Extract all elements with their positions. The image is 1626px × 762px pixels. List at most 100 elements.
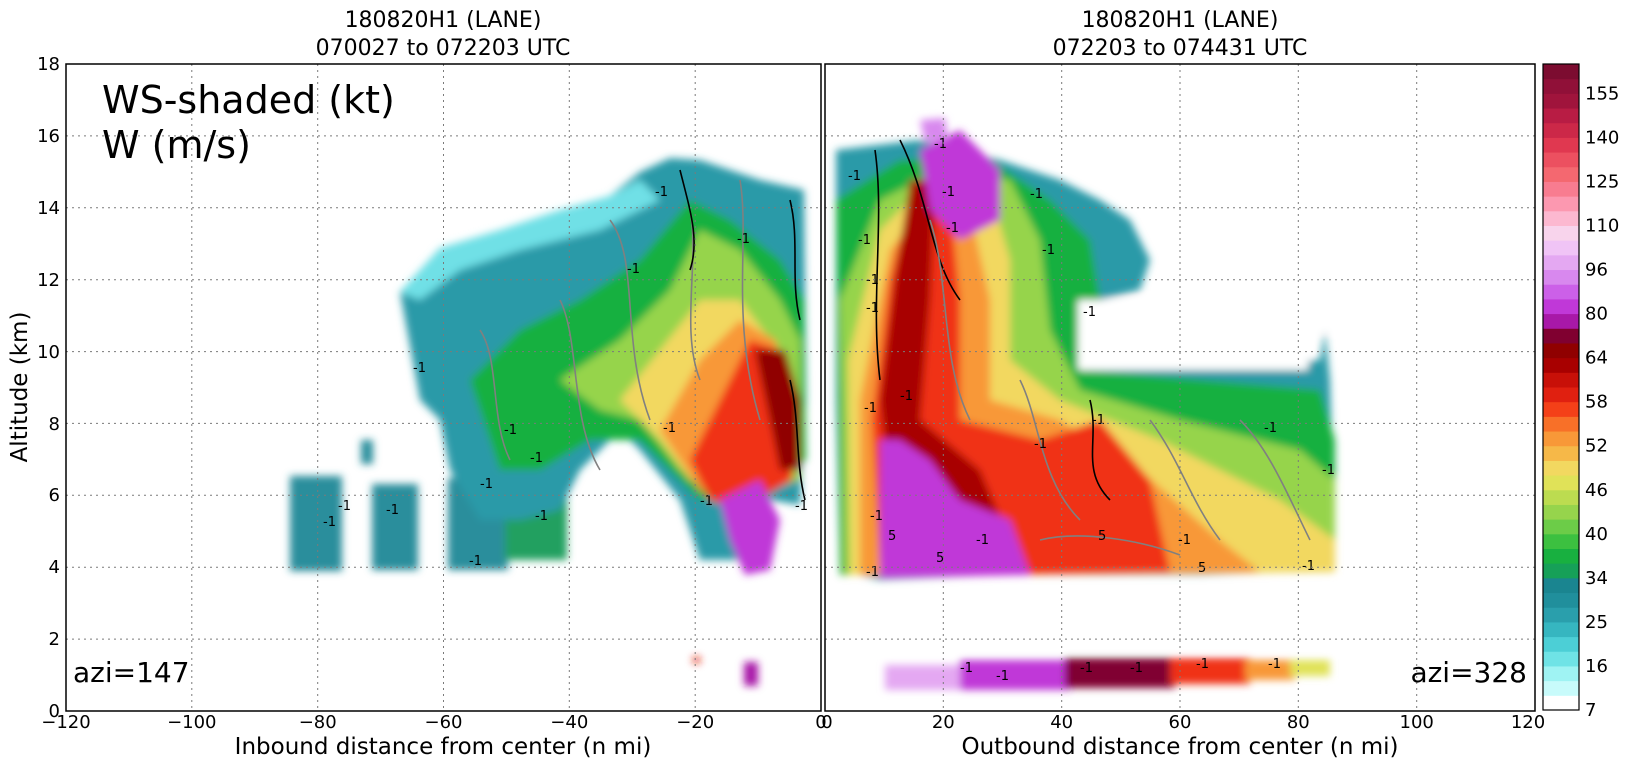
right-contour-label: -1 xyxy=(1196,657,1209,672)
y-tick-label: 2 xyxy=(49,629,60,650)
left-echo-purple xyxy=(720,480,780,575)
right-contour-label: -1 xyxy=(1322,463,1335,478)
left-contour xyxy=(559,299,601,471)
left-panel: 180820H1 (LANE) 070027 to 072203 UTC xyxy=(7,8,827,760)
right-contour-label: 5 xyxy=(888,529,896,544)
right-contour-label: -1 xyxy=(1178,533,1191,548)
colorbar-swatch xyxy=(1543,636,1579,652)
right-contours xyxy=(874,139,1311,556)
right-contour-label: -1 xyxy=(866,301,879,316)
left-title-line2: 070027 to 072203 UTC xyxy=(316,36,571,61)
colorbar-tick-label: 16 xyxy=(1585,656,1608,677)
right-contour-label: -1 xyxy=(864,401,877,416)
right-contour-label: -1 xyxy=(866,273,879,288)
colorbar-frame xyxy=(1542,63,1580,711)
right-x-tick-label: 20 xyxy=(932,712,955,733)
colorbar-swatch xyxy=(1543,431,1579,447)
right-contour xyxy=(899,139,961,301)
y-tick-label: 6 xyxy=(49,485,60,506)
colorbar-swatch xyxy=(1543,64,1579,80)
colorbar-tick-label: 58 xyxy=(1585,392,1608,413)
right-azimuth-label: azi=328 xyxy=(1410,656,1527,689)
left-annotation-line2: W (m/s) xyxy=(102,123,251,167)
left-title-line1: 180820H1 (LANE) xyxy=(345,8,542,33)
right-contour-label: -1 xyxy=(1264,421,1277,436)
colorbar-swatch xyxy=(1543,93,1579,109)
right-title-line1: 180820H1 (LANE) xyxy=(1082,8,1279,33)
left-contour-label: -1 xyxy=(795,499,808,514)
colorbar-swatch xyxy=(1543,548,1579,564)
left-contour-label: -1 xyxy=(469,554,482,569)
colorbar-tick-label: 64 xyxy=(1585,348,1608,369)
right-gap xyxy=(1308,300,1338,330)
colorbar-swatch xyxy=(1543,651,1579,667)
left-contour-label: -1 xyxy=(663,421,676,436)
left-plot-area: -1 -1 -1 -1 -1 -1 -1 -1 -1 -1 -1 -1 -1 -… xyxy=(66,64,821,711)
left-y-ticks: 0 2 4 6 8 10 12 14 16 18 xyxy=(37,54,60,722)
left-cell xyxy=(693,657,700,663)
right-contour-label: -1 xyxy=(870,509,883,524)
colorbar-swatch xyxy=(1543,284,1579,300)
left-contour-label: -1 xyxy=(655,185,668,200)
left-contour-label: -1 xyxy=(386,503,399,518)
colorbar-swatch xyxy=(1543,445,1579,461)
colorbar-swatch xyxy=(1543,680,1579,696)
left-contour-label: -1 xyxy=(535,509,548,524)
colorbar-swatch xyxy=(1543,475,1579,491)
left-cell xyxy=(744,662,758,686)
colorbar-swatch xyxy=(1543,357,1579,373)
y-tick-label: 0 xyxy=(49,701,60,722)
left-contour xyxy=(739,179,761,421)
left-contour-label: -1 xyxy=(338,499,351,514)
colorbar-swatch xyxy=(1543,298,1579,315)
colorbar-swatch xyxy=(1543,181,1579,197)
y-tick-label: 18 xyxy=(37,54,60,75)
left-x-tick-label: −120 xyxy=(41,712,90,733)
right-contour-label: -1 xyxy=(848,169,861,184)
colorbar-tick-label: 52 xyxy=(1585,436,1608,457)
left-contour xyxy=(479,329,511,461)
colorbar-swatch xyxy=(1543,122,1579,138)
left-contour-label: -1 xyxy=(530,451,543,466)
colorbar: 7 16 25 34 40 46 52 58 64 80 96 110 125 140 155 xyxy=(1542,63,1619,721)
right-x-tick-label: 0 xyxy=(821,712,832,733)
y-tick-label: 8 xyxy=(49,414,60,435)
right-x-tick-label: 40 xyxy=(1050,712,1073,733)
colorbar-swatch xyxy=(1543,328,1579,344)
left-annotation-line1: WS-shaded (kt) xyxy=(102,78,395,122)
right-contour xyxy=(1089,399,1111,501)
left-x-tick-label: −40 xyxy=(550,712,588,733)
right-band-darkred xyxy=(1065,658,1175,688)
left-contour-label: -1 xyxy=(627,262,640,277)
right-contour-label: -1 xyxy=(1034,437,1047,452)
colorbar-tick-label: 96 xyxy=(1585,260,1608,281)
colorbar-swatch xyxy=(1543,137,1579,153)
right-contour-label: -1 xyxy=(866,565,879,580)
y-tick-label: 10 xyxy=(37,342,60,363)
colorbar-tick-label: 80 xyxy=(1585,304,1608,325)
left-contour-label: -1 xyxy=(323,515,336,530)
right-contour-label: 5 xyxy=(1098,529,1106,544)
colorbar-swatch xyxy=(1543,592,1579,608)
left-contour-label: -1 xyxy=(480,477,493,492)
left-contour xyxy=(789,379,806,501)
colorbar-swatch xyxy=(1543,78,1579,94)
right-band-pink xyxy=(885,665,965,690)
right-contour-label: -1 xyxy=(1030,187,1043,202)
right-band-yellow xyxy=(1290,660,1330,676)
right-contour xyxy=(1239,419,1311,541)
right-contour xyxy=(874,149,881,381)
left-heatmap-cells xyxy=(290,158,806,686)
left-cell xyxy=(361,440,373,464)
right-contour xyxy=(929,219,971,421)
right-contour-label: 5 xyxy=(1198,561,1206,576)
right-x-tick-label: 60 xyxy=(1169,712,1192,733)
colorbar-tick-label: 125 xyxy=(1585,171,1619,192)
y-tick-label: 14 xyxy=(37,198,60,219)
right-gap xyxy=(1078,300,1308,370)
colorbar-swatch xyxy=(1543,416,1579,432)
right-grid xyxy=(825,64,1535,711)
y-tick-label: 12 xyxy=(37,270,60,291)
left-contour xyxy=(689,209,701,381)
right-contour-label: -1 xyxy=(1042,243,1055,258)
